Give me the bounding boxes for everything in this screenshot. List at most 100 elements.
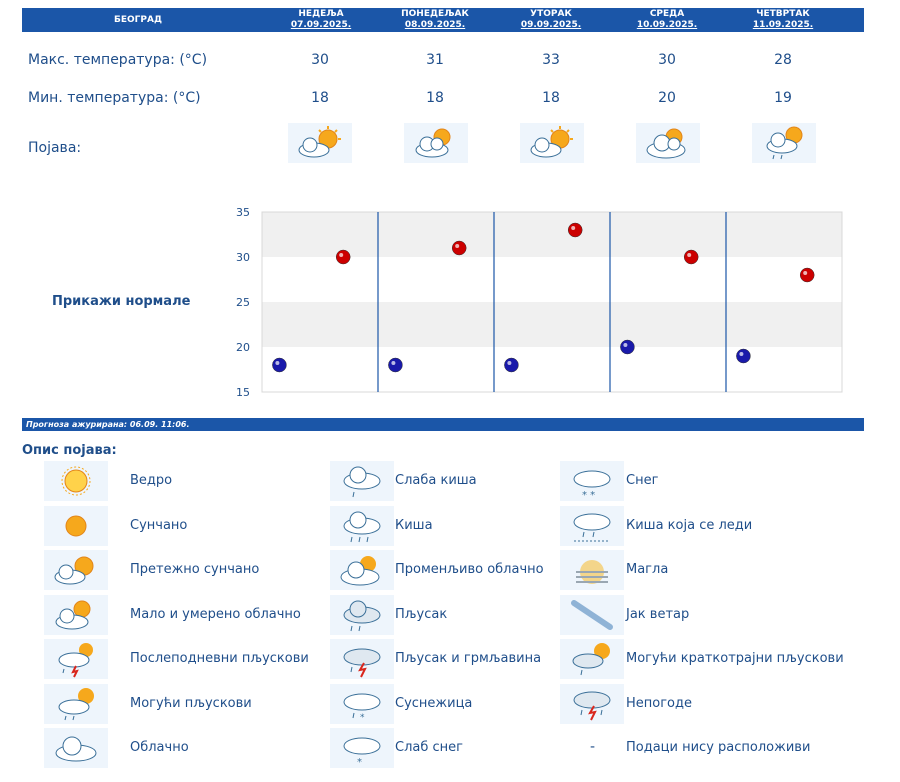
legend-title: Опис појава: bbox=[22, 443, 117, 458]
storms-icon bbox=[560, 684, 624, 724]
afternoon-showers-icon bbox=[44, 639, 108, 679]
legend-label: Киша која се леди bbox=[626, 518, 753, 533]
day-header-2: ПОНЕДЕЉАК 08.09.2025. bbox=[380, 9, 490, 31]
rain-icon bbox=[330, 506, 394, 546]
day-name: ПОНЕДЕЉАК bbox=[401, 9, 469, 19]
showers-icon bbox=[330, 595, 394, 635]
legend-label: Пљусак и грмљавина bbox=[395, 651, 542, 666]
max-temp-label: Макс. температура: (°C) bbox=[28, 52, 208, 68]
point-highlight bbox=[571, 226, 576, 230]
max-temp-value: 30 bbox=[311, 52, 329, 68]
day-name: ЧЕТВРТАК bbox=[756, 9, 810, 19]
legend-label: Слаба киша bbox=[395, 473, 477, 488]
legend-label: Ведро bbox=[130, 473, 173, 488]
point-highlight bbox=[339, 253, 344, 257]
mostly-sunny-icon bbox=[288, 123, 352, 163]
svg-text:* *: * * bbox=[582, 490, 595, 501]
legend-label: Послеподневни пљускови bbox=[130, 651, 309, 666]
point-highlight bbox=[455, 244, 460, 248]
point-highlight bbox=[391, 361, 396, 365]
min-temp-point bbox=[504, 357, 519, 373]
legend-label: Променљиво облачно bbox=[395, 562, 544, 577]
mostly-sunny-icon bbox=[520, 123, 584, 163]
plot-frame bbox=[261, 211, 843, 393]
sleet-icon: * bbox=[330, 684, 394, 724]
fog-icon bbox=[560, 550, 624, 590]
legend-label: Снег bbox=[626, 473, 659, 488]
city-name: БЕОГРАД bbox=[114, 15, 162, 25]
cloudy-icon bbox=[44, 728, 108, 768]
min-temp-value: 18 bbox=[311, 90, 329, 106]
point-highlight bbox=[687, 253, 692, 257]
forecast-header: БЕОГРАД НЕДЕЉА 07.09.2025. ПОНЕДЕЉАК 08.09… bbox=[22, 8, 864, 32]
mostly-sunny-icon bbox=[44, 550, 108, 590]
clear-icon bbox=[44, 461, 108, 501]
grid-band bbox=[262, 257, 842, 302]
legend-label: Подаци нису расположиви bbox=[626, 740, 811, 755]
point-highlight bbox=[275, 361, 280, 365]
legend-label: Киша bbox=[395, 518, 433, 533]
y-tick-label: 15 bbox=[236, 386, 250, 399]
light-rain-icon bbox=[330, 461, 394, 501]
legend-label: Претежно сунчано bbox=[130, 562, 260, 577]
max-temp-value: 33 bbox=[542, 52, 560, 68]
day-date: 11.09.2025. bbox=[752, 20, 814, 30]
max-temp-value: 31 bbox=[426, 52, 444, 68]
max-temp-point bbox=[683, 249, 699, 265]
thunder-showers-icon bbox=[330, 639, 394, 679]
max-temp-value: 30 bbox=[658, 52, 676, 68]
point-highlight bbox=[623, 343, 628, 347]
legend-label: Могући краткотрајни пљускови bbox=[626, 651, 844, 666]
sunny-icon bbox=[44, 506, 108, 546]
day-header-1: НЕДЕЉА 07.09.2025. bbox=[266, 9, 376, 31]
legend-label: Могући пљускови bbox=[130, 696, 252, 711]
day-name: УТОРАК bbox=[530, 9, 572, 19]
legend-label: Непогоде bbox=[626, 696, 692, 711]
day-name: НЕДЕЉА bbox=[298, 9, 344, 19]
day-name: СРЕДА bbox=[649, 9, 685, 19]
point-highlight bbox=[507, 361, 512, 365]
possible-showers-icon bbox=[752, 123, 816, 163]
svg-text:*: * bbox=[357, 757, 362, 768]
grid-band bbox=[262, 302, 842, 347]
freezing-rain-icon bbox=[560, 506, 624, 546]
y-tick-label: 35 bbox=[236, 206, 250, 219]
snow-icon: * * bbox=[560, 461, 624, 501]
max-temp-point bbox=[799, 267, 815, 283]
legend-label: Суснежица bbox=[395, 696, 473, 711]
day-header-3: УТОРАК 09.09.2025. bbox=[496, 9, 606, 31]
min-temp-value: 19 bbox=[774, 90, 792, 106]
legend-label: Пљусак bbox=[395, 607, 448, 622]
max-temp-point bbox=[451, 240, 467, 256]
legend-label: Јак ветар bbox=[626, 607, 690, 622]
min-temp-point bbox=[620, 339, 635, 355]
forecast-updated: Прогноза ажурирана: 06.09. 11:06. bbox=[22, 418, 864, 431]
no-data-icon: - bbox=[590, 739, 596, 755]
day-date: 10.09.2025. bbox=[636, 20, 698, 30]
y-tick-label: 25 bbox=[236, 296, 250, 309]
min-temp-value: 18 bbox=[542, 90, 560, 106]
point-highlight bbox=[739, 352, 744, 356]
legend-label: Облачно bbox=[130, 740, 189, 755]
day-date: 07.09.2025. bbox=[290, 20, 352, 30]
partly-cloudy-icon bbox=[44, 595, 108, 635]
max-temp-point bbox=[335, 249, 351, 265]
legend-label: Сунчано bbox=[130, 518, 188, 533]
min-temp-value: 20 bbox=[658, 90, 676, 106]
min-temp-point bbox=[388, 357, 403, 373]
day-date: 08.09.2025. bbox=[404, 20, 466, 30]
legend-label: Магла bbox=[626, 562, 669, 577]
phenomenon-label: Појава: bbox=[28, 140, 82, 156]
partly-cloudy-icon bbox=[404, 123, 468, 163]
min-temp-value: 18 bbox=[426, 90, 444, 106]
min-temp-label: Мин. температура: (°C) bbox=[28, 90, 201, 106]
day-date: 09.09.2025. bbox=[520, 20, 582, 30]
show-normals-link[interactable]: Прикажи нормале bbox=[52, 294, 191, 309]
brief-showers-icon bbox=[560, 639, 624, 679]
max-temp-point bbox=[567, 222, 583, 238]
grid-band bbox=[262, 212, 842, 257]
y-tick-label: 30 bbox=[236, 251, 250, 264]
grid-band bbox=[262, 347, 842, 392]
min-temp-point bbox=[272, 357, 287, 373]
temperature-chart-svg: 35 30 25 20 15 bbox=[236, 206, 843, 399]
